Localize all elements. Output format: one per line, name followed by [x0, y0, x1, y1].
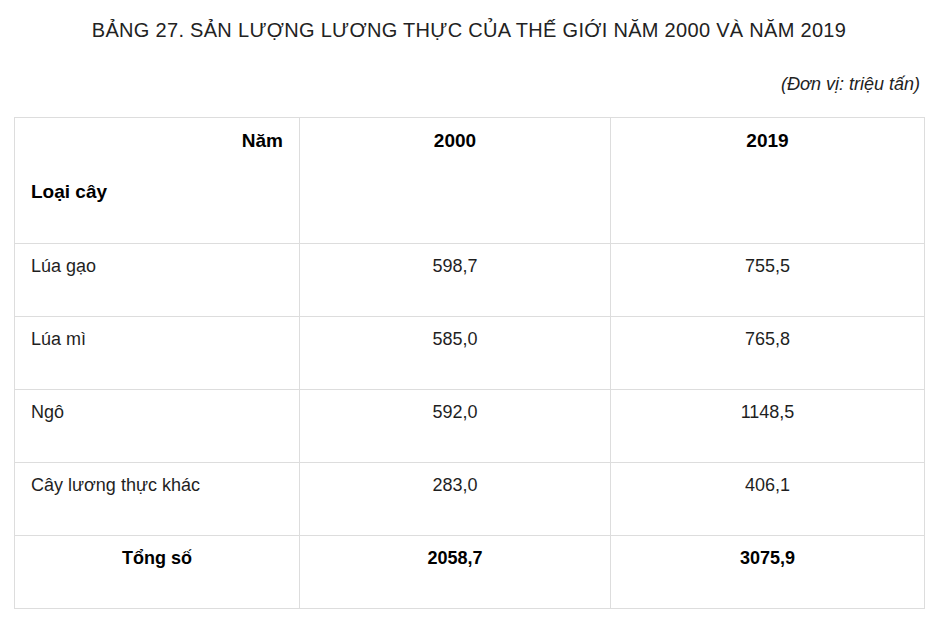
value-2019: 765,8 [611, 317, 925, 390]
header-row: Năm Loại cây 2000 2019 [15, 118, 925, 244]
page-title: BẢNG 27. SẢN LƯỢNG LƯƠNG THỰC CỦA THẾ GI… [8, 18, 930, 43]
corner-label-year: Năm [31, 130, 283, 152]
table-row-wheat: Lúa mì 585,0 765,8 [15, 317, 925, 390]
value-2019: 406,1 [611, 463, 925, 536]
table-row-maize: Ngô 592,0 1148,5 [15, 390, 925, 463]
unit-note: (Đơn vị: triệu tấn) [0, 73, 920, 96]
value-2019: 1148,5 [611, 390, 925, 463]
row-label: Ngô [15, 390, 300, 463]
value-2019: 755,5 [611, 244, 925, 317]
food-production-table: Năm Loại cây 2000 2019 Lúa gạo 598,7 755… [14, 117, 925, 609]
value-2000: 585,0 [300, 317, 611, 390]
value-2000: 283,0 [300, 463, 611, 536]
table-row-total: Tổng số 2058,7 3075,9 [15, 536, 925, 609]
row-label: Lúa mì [15, 317, 300, 390]
corner-header-cell: Năm Loại cây [15, 118, 300, 244]
value-2000: 592,0 [300, 390, 611, 463]
column-header-2019: 2019 [611, 118, 925, 244]
row-label: Lúa gạo [15, 244, 300, 317]
total-value-2000: 2058,7 [300, 536, 611, 609]
corner-label-crop-type: Loại cây [31, 181, 283, 203]
table-row-other-food-crops: Cây lương thực khác 283,0 406,1 [15, 463, 925, 536]
value-2000: 598,7 [300, 244, 611, 317]
document-page: BẢNG 27. SẢN LƯỢNG LƯƠNG THỰC CỦA THẾ GI… [0, 18, 938, 609]
total-label: Tổng số [15, 536, 300, 609]
column-header-2000: 2000 [300, 118, 611, 244]
total-value-2019: 3075,9 [611, 536, 925, 609]
row-label: Cây lương thực khác [15, 463, 300, 536]
table-row-rice: Lúa gạo 598,7 755,5 [15, 244, 925, 317]
